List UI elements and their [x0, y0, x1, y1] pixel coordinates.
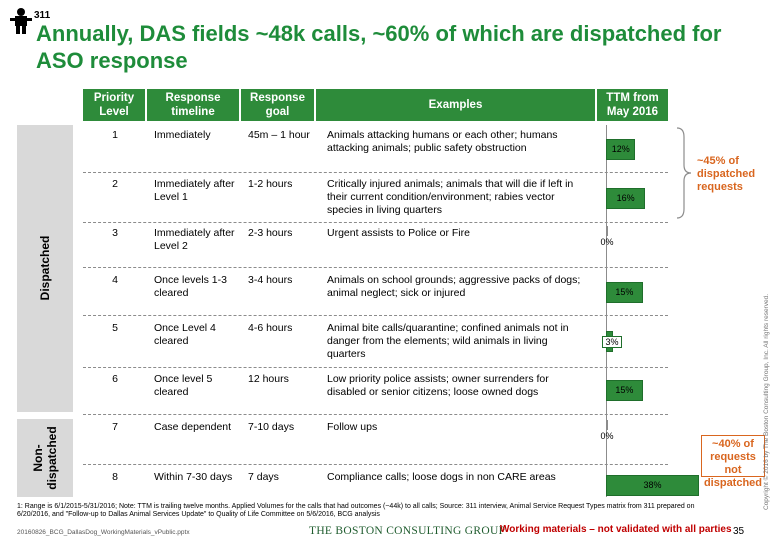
row-5-timeline: Once Level 4 cleared	[154, 322, 216, 347]
row-separator	[83, 222, 668, 223]
row-4-level: 4	[112, 274, 118, 286]
col-header-goal: Response goal	[241, 89, 314, 121]
row-8-level: 8	[112, 471, 118, 483]
row-3-timeline: Immediately after Level 2	[154, 227, 235, 252]
chart-axis	[606, 125, 607, 497]
row-separator	[83, 267, 668, 268]
bar-level-8	[606, 474, 700, 496]
row-6-timeline: Once level 5 cleared	[154, 373, 213, 398]
bar-level-3	[606, 225, 608, 236]
copyright-notice: Copyright © 2016 by The Boston Consultin…	[763, 293, 770, 510]
company-logo: THE BOSTON CONSULTING GROUP	[309, 525, 506, 537]
bar-label-level-8: 38%	[643, 479, 662, 490]
row-1-level: 1	[112, 129, 118, 141]
row-3-examples: Urgent assists to Police or Fire	[327, 227, 470, 239]
row-1-examples: Animals attacking humans or each other; …	[327, 129, 558, 154]
bar-label-level-3: 0%	[600, 236, 614, 247]
group-label-non-dispatched: Non-dispatched	[31, 426, 59, 490]
row-3-level: 3	[112, 227, 118, 239]
row-2-timeline: Immediately after Level 1	[154, 178, 235, 203]
bar-label-level-7: 0%	[600, 430, 614, 441]
row-2-level: 2	[112, 178, 118, 190]
city-311-logo-icon	[10, 8, 32, 34]
row-5-goal: 4-6 hours	[248, 322, 293, 334]
row-1-timeline: Immediately	[154, 129, 211, 141]
group-label-dispatched: Dispatched	[38, 235, 52, 301]
bar-level-6	[606, 379, 643, 401]
bar-label-level-2: 16%	[616, 192, 635, 203]
col-header-ttm: TTM from May 2016	[597, 89, 668, 121]
logo-text: 311	[34, 10, 51, 21]
row-1-goal: 45m – 1 hour	[248, 129, 310, 141]
bar-level-4	[606, 281, 643, 303]
row-6-goal: 12 hours	[248, 373, 289, 385]
row-7-examples: Follow ups	[327, 421, 378, 433]
working-materials-note: Working materials – not validated with a…	[500, 524, 732, 535]
callout-non-dispatched-share: ~40% of requests not dispatched	[701, 435, 765, 489]
row-7-goal: 7-10 days	[248, 421, 295, 433]
row-6-level: 6	[112, 373, 118, 385]
row-separator	[83, 464, 668, 465]
page-title: Annually, DAS fields ~48k calls, ~60% of…	[36, 21, 722, 73]
footnote: 1: Range is 6/1/2015-5/31/2016; Note: TT…	[17, 503, 695, 518]
group-dispatched-panel	[17, 125, 73, 412]
row-separator	[83, 172, 668, 173]
bar-label-level-4: 15%	[615, 286, 634, 297]
col-header-timeline: Response timeline	[147, 89, 239, 121]
bar-label-level-5: 3%	[602, 335, 622, 348]
file-name: 20160826_BCG_DallasDog_WorkingMaterials_…	[17, 529, 190, 536]
row-5-examples: Animal bite calls/quarantine; confined a…	[327, 322, 569, 360]
row-7-timeline: Case dependent	[154, 421, 232, 433]
row-separator	[83, 414, 668, 415]
bar-level-1	[606, 138, 636, 160]
row-separator	[83, 367, 668, 368]
bar-level-2	[606, 187, 646, 209]
bar-level-7	[606, 419, 608, 430]
row-6-examples: Low priority police assists; owner surre…	[327, 373, 549, 398]
row-2-goal: 1-2 hours	[248, 178, 293, 190]
row-2-examples: Critically injured animals; animals that…	[327, 178, 574, 216]
row-5-level: 5	[112, 322, 118, 334]
row-4-examples: Animals on school grounds; aggressive pa…	[327, 274, 581, 299]
group-nondispatched-panel	[17, 419, 73, 497]
row-3-goal: 2-3 hours	[248, 227, 293, 239]
bar-label-level-6: 15%	[615, 384, 634, 395]
row-4-goal: 3-4 hours	[248, 274, 293, 286]
page-number: 35	[733, 526, 745, 537]
col-header-examples: Examples	[316, 89, 595, 121]
row-8-timeline: Within 7-30 days	[154, 471, 233, 483]
row-8-examples: Compliance calls; loose dogs in non CARE…	[327, 471, 556, 483]
row-4-timeline: Once levels 1-3 cleared	[154, 274, 227, 299]
row-8-goal: 7 days	[248, 471, 279, 483]
row-7-level: 7	[112, 421, 118, 433]
curly-brace-icon	[676, 127, 692, 219]
bar-label-level-1: 12%	[611, 143, 630, 154]
col-header-priority: Priority Level	[83, 89, 145, 121]
row-separator	[83, 315, 668, 316]
callout-dispatched-share: ~45% of dispatched requests	[697, 155, 756, 193]
